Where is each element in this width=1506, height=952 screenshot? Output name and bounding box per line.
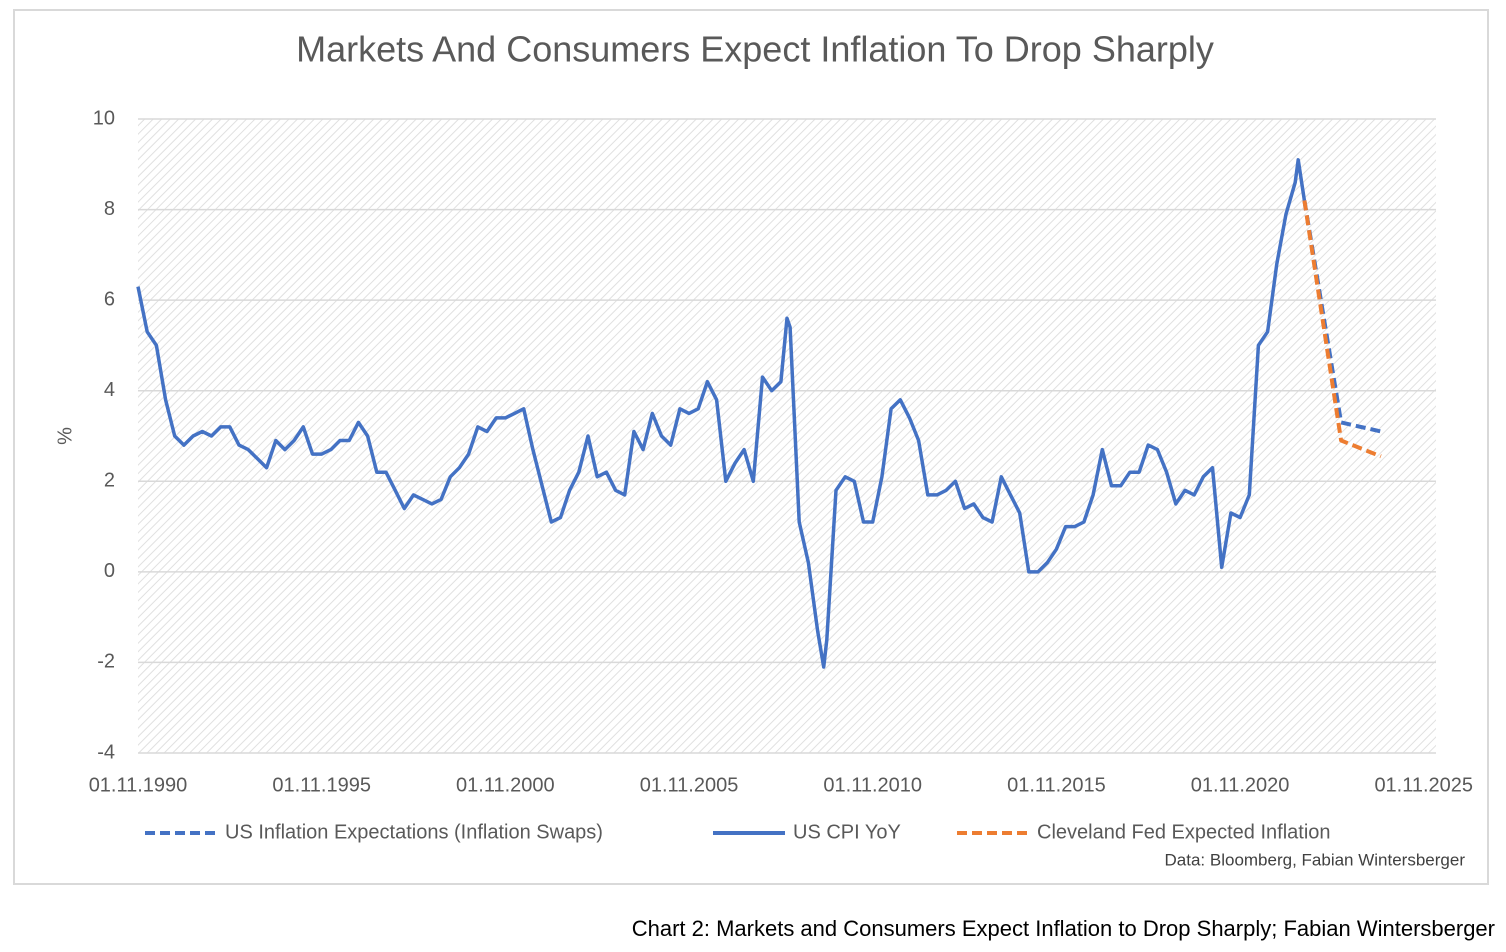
series-line (1302, 200, 1382, 459)
y-tick-label: 8 (104, 198, 115, 220)
y-tick-label: 0 (104, 560, 115, 582)
y-tick-label: 2 (104, 470, 115, 492)
legend-label: Cleveland Fed Expected Inflation (1037, 821, 1331, 843)
y-tick-label: 4 (104, 379, 115, 401)
series-line (136, 158, 1307, 669)
y-tick-label: -4 (97, 741, 115, 763)
plot-area (138, 119, 1436, 753)
legend-label: US Inflation Expectations (Inflation Swa… (225, 821, 603, 843)
x-tick-label: 01.11.1995 (272, 774, 371, 796)
legend-label: US CPI YoY (793, 821, 901, 843)
x-tick-label: 01.11.1990 (89, 774, 188, 796)
y-tick-label: 6 (104, 288, 115, 310)
x-tick-label: 01.11.2015 (1007, 774, 1106, 796)
source-note: Data: Bloomberg, Fabian Wintersberger (1165, 850, 1466, 869)
x-tick-label: 01.11.2025 (1374, 774, 1473, 796)
y-tick-label: -2 (97, 651, 115, 673)
x-tick-label: 01.11.2005 (640, 774, 739, 796)
x-tick-label: 01.11.2000 (456, 774, 555, 796)
x-tick-label: 01.11.2010 (823, 774, 922, 796)
y-tick-label: 10 (93, 107, 115, 129)
caption: Chart 2: Markets and Consumers Expect In… (632, 916, 1495, 941)
x-tick-label: 01.11.2020 (1191, 774, 1290, 796)
chart-title: Markets And Consumers Expect Inflation T… (296, 29, 1214, 70)
y-axis-label: % (54, 427, 76, 445)
